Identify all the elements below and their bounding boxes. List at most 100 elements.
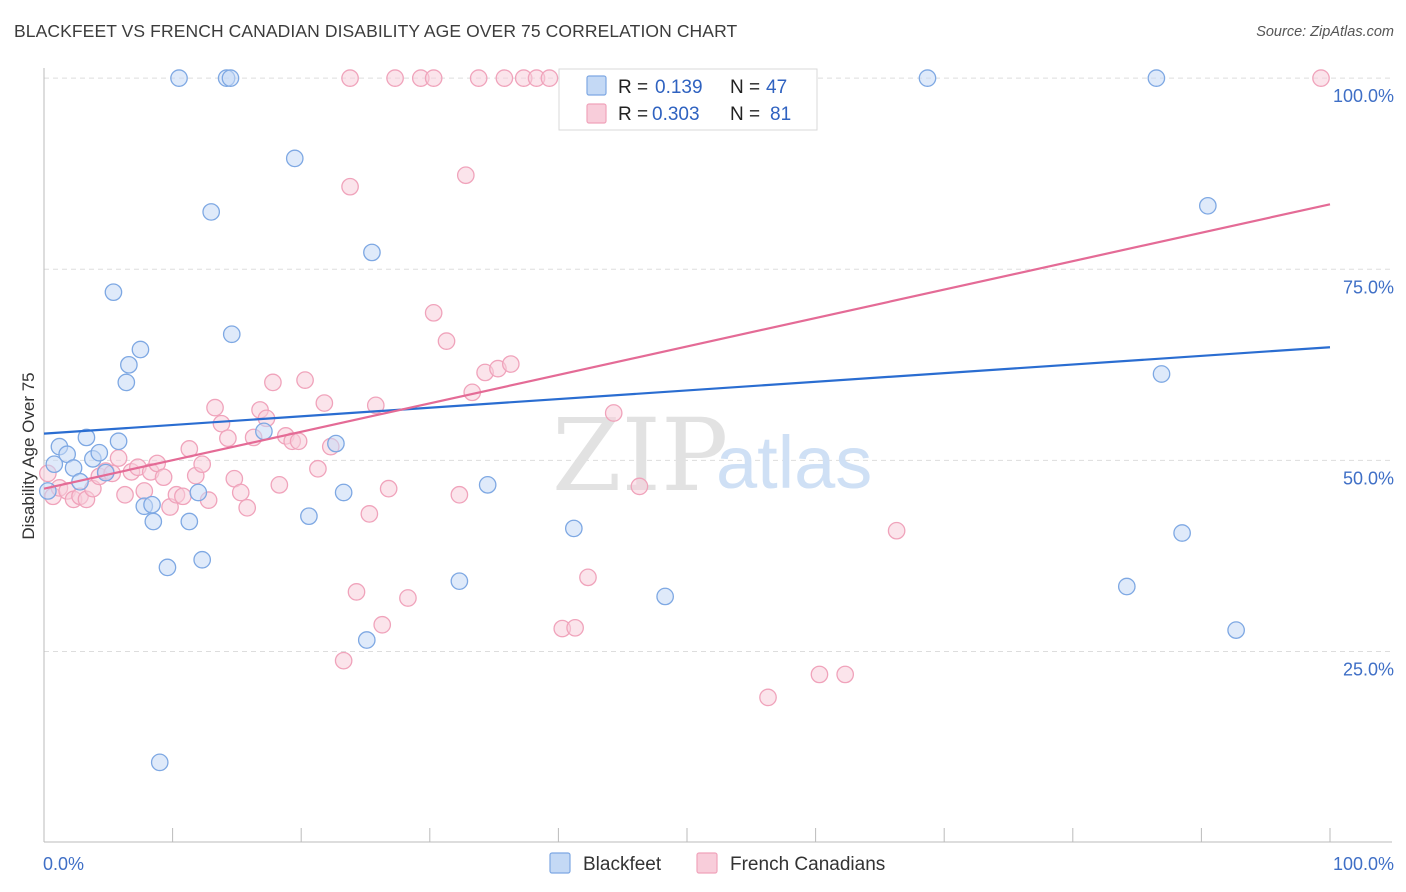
point-french-canadians (810, 665, 829, 684)
point-french-canadians (1312, 69, 1330, 87)
point-french-canadians (424, 69, 443, 87)
point-french-canadians (231, 483, 250, 502)
series-legend: Blackfeet French Canadians (549, 852, 885, 875)
point-blackfeet (193, 550, 212, 569)
point-french-canadians (334, 651, 353, 670)
chart-source: Source: ZipAtlas.com (1256, 24, 1394, 40)
point-blackfeet (170, 69, 188, 87)
point-blackfeet (77, 428, 96, 447)
point-french-canadians (109, 449, 128, 467)
y-tick-labels: 25.0% 50.0% 75.0% 100.0% (1333, 86, 1394, 679)
legend-r-value-blackfeet: 0.139 (655, 77, 703, 98)
point-french-canadians (174, 487, 192, 506)
point-french-canadians (604, 404, 623, 422)
point-blackfeet (1198, 196, 1217, 215)
legend-r-label-french-canadians: R = (618, 104, 648, 125)
y-tick-label: 100.0% (1333, 86, 1394, 106)
x-tick-label-max: 100.0% (1333, 854, 1394, 874)
point-french-canadians (495, 69, 514, 87)
point-blackfeet (158, 558, 177, 577)
point-blackfeet (255, 422, 273, 441)
point-blackfeet (180, 512, 199, 531)
legend-swatch-blackfeet (586, 75, 607, 96)
point-french-canadians (347, 583, 366, 601)
point-blackfeet (90, 443, 109, 462)
point-french-canadians (630, 477, 649, 496)
y-tick-label: 75.0% (1343, 277, 1394, 297)
point-french-canadians (836, 665, 855, 684)
point-blackfeet (285, 149, 304, 168)
point-blackfeet (109, 432, 128, 451)
point-french-canadians (366, 396, 385, 415)
point-blackfeet (1147, 69, 1166, 87)
point-french-canadians (566, 618, 584, 637)
scatter-points (39, 69, 1330, 772)
point-french-canadians (456, 166, 475, 185)
series-legend-swatch-french-canadians (696, 852, 718, 874)
point-blackfeet (189, 483, 208, 502)
point-blackfeet (1173, 524, 1191, 542)
y-axis-label: Disability Age Over 75 (19, 372, 38, 539)
legend-n-value-french-canadians: 81 (770, 104, 791, 125)
point-french-canadians (296, 371, 314, 389)
point-french-canadians (212, 414, 231, 433)
series-legend-label-french-canadians: French Canadians (730, 854, 885, 875)
legend-r-value-french-canadians: 0.303 (652, 104, 700, 125)
x-tick-label-min: 0.0% (43, 854, 84, 874)
point-blackfeet (478, 475, 497, 494)
point-blackfeet (120, 355, 138, 374)
point-french-canadians (309, 459, 327, 478)
point-french-canadians (341, 177, 359, 196)
point-french-canadians (450, 485, 469, 504)
series-legend-swatch-blackfeet (549, 852, 571, 874)
y-tick-label: 25.0% (1343, 660, 1394, 680)
point-french-canadians (264, 373, 282, 392)
point-french-canadians (219, 429, 237, 448)
trend-line-french-canadians (43, 203, 1331, 490)
y-tick-label: 50.0% (1343, 468, 1394, 488)
point-blackfeet (117, 373, 136, 392)
point-blackfeet (104, 283, 123, 302)
point-french-canadians (469, 69, 488, 87)
point-blackfeet (1227, 621, 1245, 639)
series-legend-label-blackfeet: Blackfeet (583, 854, 662, 875)
point-blackfeet (564, 519, 583, 538)
point-blackfeet (202, 203, 221, 221)
legend-r-label-blackfeet: R = (618, 77, 648, 98)
point-blackfeet (327, 434, 345, 453)
point-blackfeet (1117, 577, 1136, 596)
point-blackfeet (45, 455, 64, 474)
point-french-canadians (501, 355, 520, 373)
trend-lines (43, 203, 1331, 490)
point-french-canadians (759, 688, 777, 707)
point-french-canadians (154, 468, 173, 487)
legend-n-label-french-canadians: N = (730, 104, 760, 125)
point-blackfeet (150, 753, 169, 772)
point-french-canadians (540, 69, 559, 87)
watermark-atlas: atlas (716, 421, 872, 504)
point-french-canadians (379, 479, 398, 498)
point-blackfeet (656, 587, 674, 606)
stats-legend: R = 0.139 N = 47 R = 0.303 N = 81 (558, 68, 818, 131)
point-french-canadians (341, 69, 359, 87)
trend-line-blackfeet (43, 346, 1331, 435)
point-blackfeet (221, 69, 240, 87)
point-blackfeet (131, 340, 150, 359)
grid-lines (44, 77, 1392, 652)
point-french-canadians (373, 615, 392, 634)
point-blackfeet (222, 325, 241, 344)
point-french-canadians (424, 303, 443, 322)
point-french-canadians (238, 498, 257, 517)
point-french-canadians (399, 589, 417, 607)
point-blackfeet (300, 507, 318, 526)
watermark: ZIP atlas (552, 397, 872, 514)
point-blackfeet (96, 463, 115, 482)
watermark-zip: ZIP (552, 397, 728, 514)
legend-n-value-blackfeet: 47 (766, 77, 787, 98)
point-blackfeet (450, 572, 469, 591)
point-blackfeet (144, 512, 163, 531)
point-blackfeet (918, 69, 937, 87)
point-french-canadians (386, 69, 404, 87)
point-blackfeet (334, 483, 353, 502)
point-french-canadians (193, 455, 212, 474)
